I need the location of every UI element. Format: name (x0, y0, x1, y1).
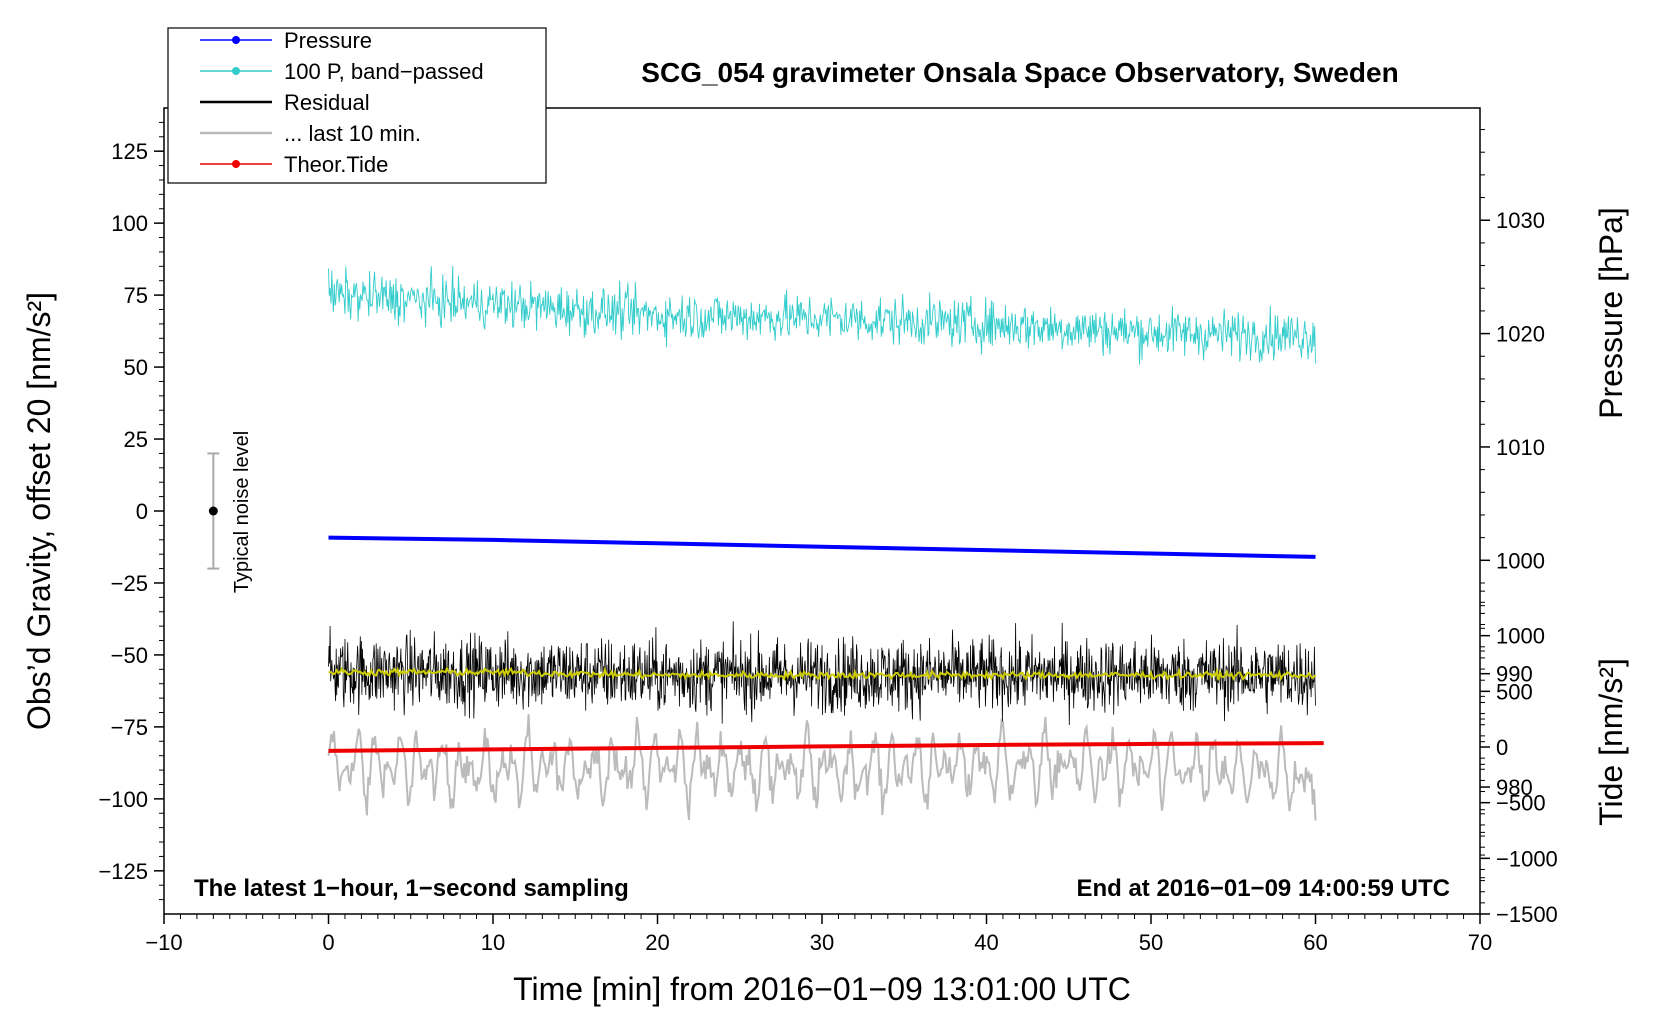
legend-label-tide: Theor.Tide (284, 152, 388, 177)
chart-title: SCG_054 gravimeter Onsala Space Observat… (641, 57, 1398, 88)
x-tick-label: 30 (810, 930, 834, 955)
tide-tick-label: 0 (1496, 735, 1508, 760)
legend-label-last10: ... last 10 min. (284, 121, 421, 146)
series-layer (327, 266, 1324, 821)
pressure-tick-label: 990 (1496, 662, 1533, 687)
annotation-sampling: The latest 1−hour, 1−second sampling (194, 875, 629, 902)
y-axis-title-gravity: Obs’d Gravity, offset 20 [nm/s²] (21, 292, 57, 730)
y-tick-label: −50 (111, 643, 148, 668)
tide-tick-label: −1500 (1496, 902, 1558, 927)
tide-tick-label: −500 (1496, 791, 1546, 816)
series-bandpassed-line (328, 266, 1316, 365)
x-tick-label: 70 (1468, 930, 1492, 955)
pressure-tick-label: 1010 (1496, 435, 1545, 460)
series-pressure-line (328, 535, 1316, 559)
series-residual-smoothed-line (328, 666, 1317, 682)
tide-tick-label: 1000 (1496, 624, 1545, 649)
x-tick-label: 20 (645, 930, 669, 955)
tide-tick-label: −1000 (1496, 846, 1558, 871)
pressure-tick-label: 1030 (1496, 208, 1545, 233)
y-tick-label: −25 (111, 571, 148, 596)
x-tick-label: 10 (481, 930, 505, 955)
legend-entry-tide: Theor.Tide (200, 152, 388, 177)
pressure-tick-label: 1020 (1496, 322, 1545, 347)
x-tick-label: 0 (322, 930, 334, 955)
y-tick-label: −100 (98, 787, 148, 812)
x-tick-label: 50 (1139, 930, 1163, 955)
legend-entry-pressure: Pressure (200, 28, 372, 53)
pressure-tick-label: 980 (1496, 775, 1533, 800)
series-last10-line (327, 714, 1317, 821)
y-tick-label: 125 (111, 139, 148, 164)
series-tide-line (328, 741, 1324, 753)
legend-label-residual: Residual (284, 90, 370, 115)
legend-label-bandpassed: 100 P, band−passed (284, 59, 484, 84)
y-tick-label: −75 (111, 715, 148, 740)
legend-box (167, 27, 547, 184)
y-tick-label: 75 (124, 283, 148, 308)
series-residual-line (328, 621, 1316, 726)
pressure-tick-label: 1000 (1496, 548, 1545, 573)
legend-marker-tide (232, 160, 240, 168)
y-axis-title-pressure: Pressure [hPa] (1593, 207, 1629, 419)
noise-level-dot (208, 506, 218, 516)
y-tick-label: 50 (124, 355, 148, 380)
y-tick-label: 25 (124, 427, 148, 452)
legend-marker-bandpassed (232, 67, 240, 75)
legend-entry-bandpassed: 100 P, band−passed (200, 59, 484, 84)
tide-tick-label: 500 (1496, 679, 1533, 704)
noise-level-indicator: Typical noise level (207, 431, 253, 593)
y-axis-title-tide: Tide [nm/s²] (1593, 658, 1629, 826)
legend-marker-pressure (232, 36, 240, 44)
x-tick-label: −10 (145, 930, 182, 955)
annotation-end-time: End at 2016−01−09 14:00:59 UTC (1076, 875, 1450, 902)
y-tick-label: 100 (111, 211, 148, 236)
legend-entry-residual: Residual (200, 90, 370, 115)
x-axis-title: Time [min] from 2016−01−09 13:01:00 UTC (513, 971, 1131, 1007)
y-tick-label: 0 (136, 499, 148, 524)
x-tick-label: 60 (1303, 930, 1327, 955)
x-tick-label: 40 (974, 930, 998, 955)
ticks-layer: −10 0 10 20 30 40 50 60 701251007550250−25−50−75… (98, 121, 1558, 955)
noise-level-label: Typical noise level (231, 431, 253, 593)
legend: Pressure 100 P, band−passed Residual ...… (167, 27, 547, 184)
y-tick-label: −125 (98, 859, 148, 884)
legend-label-pressure: Pressure (284, 28, 372, 53)
legend-entry-last10: ... last 10 min. (200, 121, 421, 146)
